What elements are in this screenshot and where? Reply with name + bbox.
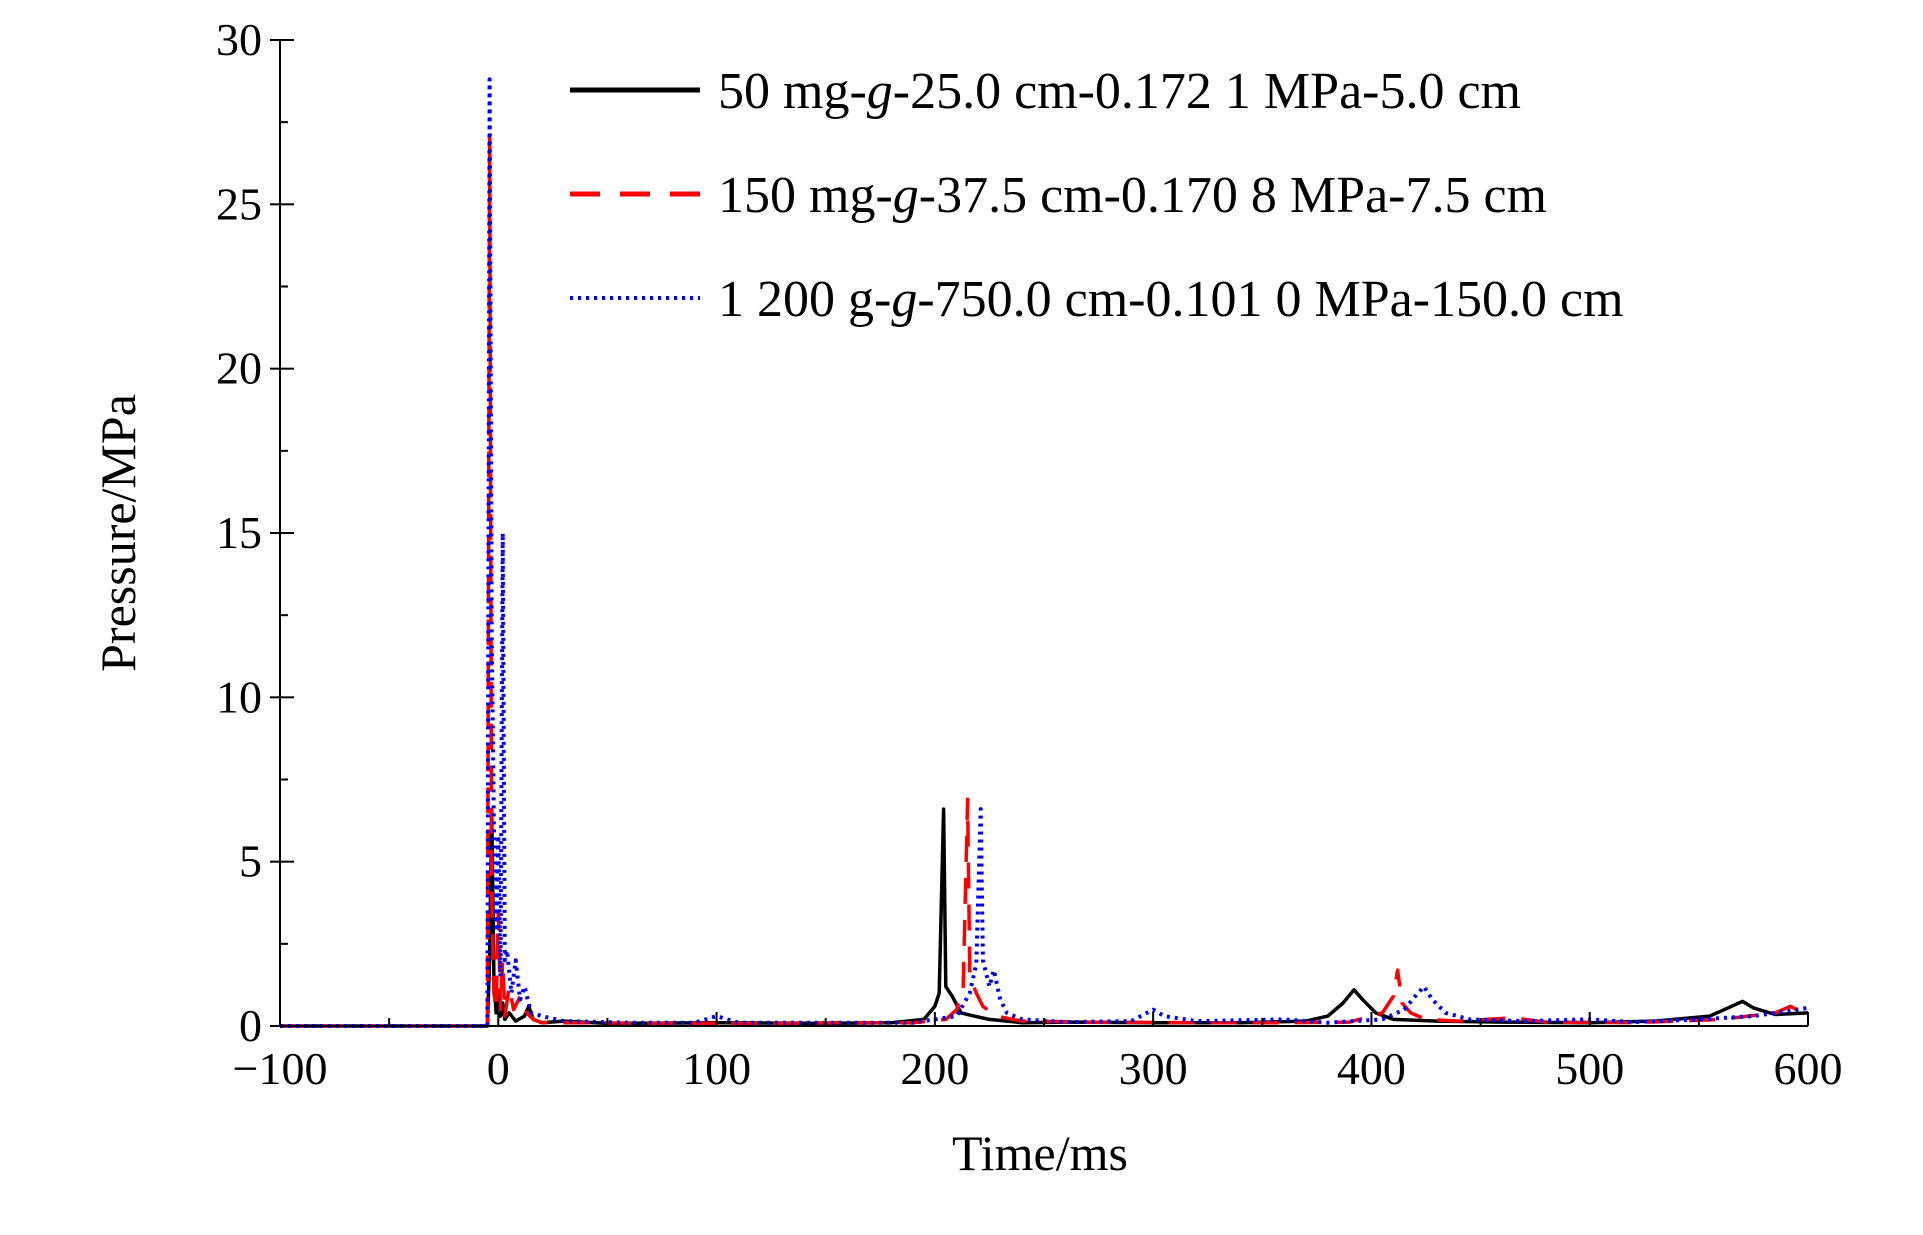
x-tick-label: 500 (1555, 1043, 1624, 1094)
y-axis-label: Pressure/MPa (90, 394, 146, 672)
y-tick-label: 5 (239, 836, 262, 887)
x-tick-label: 400 (1337, 1043, 1406, 1094)
x-tick-label: 0 (487, 1043, 510, 1094)
legend-label-3: 1 200 g-g-750.0 cm-0.101 0 MPa-150.0 cm (718, 271, 1624, 328)
series-line-2 (280, 136, 1809, 1028)
y-tick-label: 0 (239, 1000, 262, 1051)
y-tick-label: 20 (216, 343, 262, 394)
x-tick-label: 200 (900, 1043, 969, 1094)
legend: 50 mg-g-25.0 cm-0.172 1 MPa-5.0 cm 150 mg… (570, 63, 1624, 328)
x-tick-label: 300 (1119, 1043, 1188, 1094)
y-tick-label: 15 (216, 507, 262, 558)
y-tick-label: 30 (216, 14, 262, 65)
y-tick-label: 25 (216, 178, 262, 229)
x-tick-label: 600 (1774, 1043, 1843, 1094)
legend-label-1: 50 mg-g-25.0 cm-0.172 1 MPa-5.0 cm (718, 63, 1521, 120)
legend-label-2: 150 mg-g-37.5 cm-0.170 8 MPa-7.5 cm (718, 167, 1547, 224)
series-line-3 (280, 77, 1809, 1028)
x-tick-label: −100 (233, 1043, 328, 1094)
x-axis-label: Time/ms (952, 1125, 1128, 1181)
x-tick-label: 100 (682, 1043, 751, 1094)
y-tick-label: 10 (216, 671, 262, 722)
